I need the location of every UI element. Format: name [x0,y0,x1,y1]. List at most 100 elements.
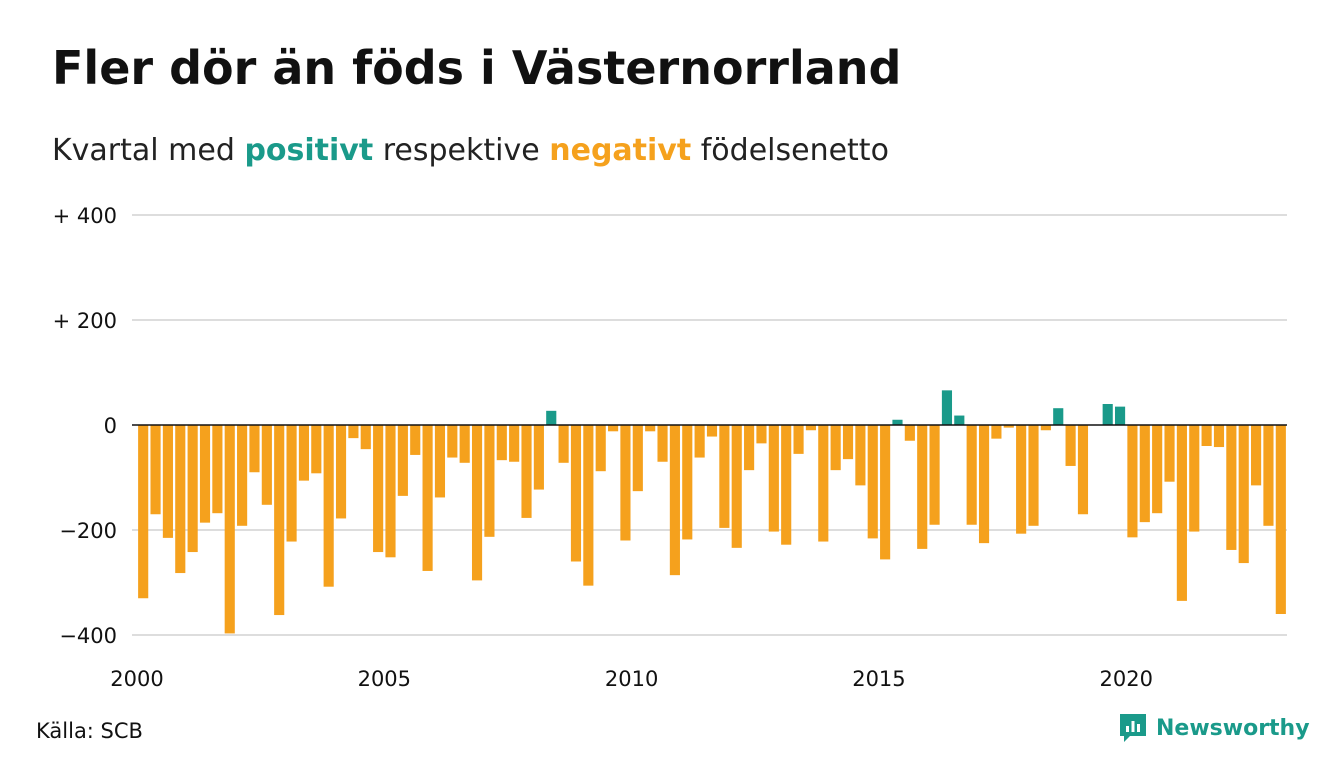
y-tick-label: 0 [104,414,117,438]
bar [261,425,272,505]
bar [1065,425,1076,466]
x-tick-label: 2005 [358,667,411,691]
bar [459,425,470,463]
x-tick-label: 2015 [852,667,905,691]
newsworthy-logo: Newsworthy [1118,712,1310,744]
bar [570,425,582,562]
y-tick-label: + 400 [53,204,117,228]
bar [410,425,421,455]
bar [1028,425,1039,526]
bar [187,425,198,553]
bar [1053,408,1064,425]
bar [620,425,631,541]
bar [1189,425,1200,532]
bar [966,425,977,525]
bar [360,425,371,450]
subtitle-prefix: Kvartal med [52,133,235,168]
bar [744,425,755,471]
bar [434,425,446,498]
bar [224,425,235,634]
bar [818,425,829,542]
x-tick-label: 2020 [1100,667,1153,691]
bar [1176,425,1187,601]
y-tick-label: −400 [59,624,117,648]
y-axis-ticks: + 400 + 200 0 −200 −400 [53,204,117,648]
bar [1238,425,1249,564]
bar [781,425,792,545]
bar [1201,425,1212,446]
bar [150,425,161,515]
bar [706,425,718,437]
bar [323,425,334,587]
bar [657,425,668,462]
bar [669,425,680,576]
bar [1213,425,1225,448]
bar [1102,404,1113,425]
bar [533,425,544,490]
bar [645,425,656,432]
bar [1275,425,1286,614]
bar [682,425,693,540]
bar [917,425,928,549]
bar [830,425,841,471]
bar [855,425,866,486]
bar [793,425,804,454]
bar [731,425,742,548]
x-tick-label: 2010 [605,667,658,691]
bar [694,425,705,458]
subtitle-suffix: födelsenetto [700,133,889,168]
bar [1040,425,1051,431]
x-axis-ticks: 2000 2005 2010 2015 2020 [110,667,1153,691]
bar [558,425,569,463]
bar [1077,425,1089,515]
bar [1114,406,1126,426]
bar [1152,425,1163,514]
bar [805,425,816,431]
bar [892,419,903,425]
bar [1164,425,1175,482]
bar [1003,425,1014,428]
bar [521,425,532,518]
bar [237,425,248,526]
bar [756,425,767,444]
bar [929,425,940,525]
chart-title: Fler dör än föds i Västernorrland [52,41,902,95]
bar [583,425,594,586]
bar [632,425,643,492]
newsworthy-logo-icon [1120,714,1146,742]
bars [138,390,1286,634]
bar [595,425,606,472]
bar-chart: + 400 + 200 0 −200 −400 2000 2005 2010 2015 2020 [53,204,1287,691]
bar [199,425,211,523]
y-tick-label: −200 [59,519,117,543]
bar [471,425,483,581]
bar [719,425,730,528]
bar [867,425,878,539]
bar [335,425,347,519]
bar [608,425,619,432]
bar [904,425,915,441]
bar [768,425,779,532]
bar [1139,425,1150,523]
bar [212,425,223,514]
bar [1127,425,1138,538]
bar [274,425,285,616]
bar [298,425,310,481]
bar [842,425,854,460]
bar [1263,425,1274,526]
bar [941,390,953,425]
bar [138,425,149,599]
newsworthy-logo-text: Newsworthy [1156,715,1310,741]
subtitle-middle: respektive [382,133,540,168]
x-tick-label: 2000 [110,667,163,691]
source-label: Källa: SCB [36,719,143,743]
bar [496,425,507,461]
bar [880,425,891,560]
bar [447,425,458,458]
bar [954,415,965,425]
bar [978,425,990,544]
bar [311,425,322,474]
bar [397,425,408,496]
bar [1251,425,1262,486]
chart-subtitle: Kvartal med positivt respektive negativt… [52,130,889,172]
